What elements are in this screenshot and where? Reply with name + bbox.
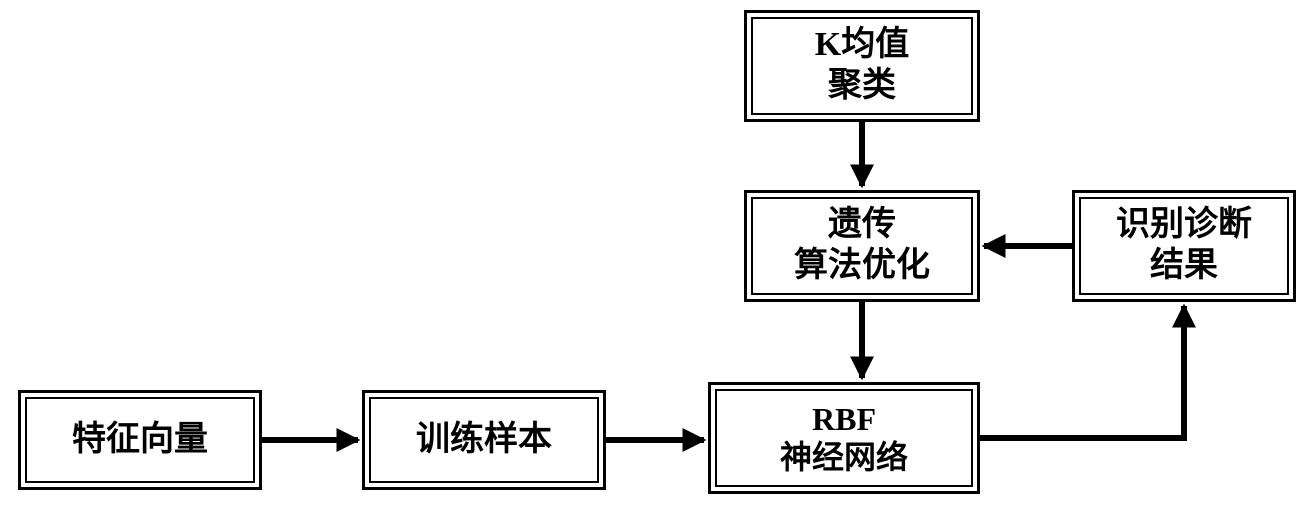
node-feature-vector-label: 特征向量 (72, 420, 208, 461)
flowchart-canvas: 特征向量 训练样本 K均值 聚类 遗传 算法优化 RBF 神经网络 识别诊断 结… (0, 0, 1312, 528)
node-ga-opt-label: 遗传 算法优化 (794, 205, 930, 287)
node-ga-opt: 遗传 算法优化 (744, 190, 980, 302)
edge-rbf-to-result (980, 306, 1184, 438)
node-result-label: 识别诊断 结果 (1116, 205, 1252, 287)
node-kmeans-label: K均值 聚类 (815, 25, 909, 107)
node-result: 识别诊断 结果 (1072, 190, 1296, 302)
node-training-samples: 训练样本 (362, 390, 606, 490)
node-kmeans: K均值 聚类 (744, 10, 980, 122)
node-feature-vector: 特征向量 (18, 390, 262, 490)
node-rbf-label: RBF 神经网络 (780, 400, 908, 477)
node-training-samples-label: 训练样本 (416, 420, 552, 461)
node-rbf: RBF 神经网络 (708, 382, 980, 494)
